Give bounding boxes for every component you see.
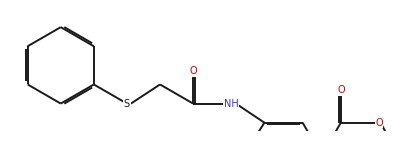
Text: O: O xyxy=(375,118,383,128)
Text: NH: NH xyxy=(224,99,239,109)
Text: O: O xyxy=(337,85,345,95)
Text: S: S xyxy=(124,99,130,109)
Text: O: O xyxy=(189,66,197,76)
